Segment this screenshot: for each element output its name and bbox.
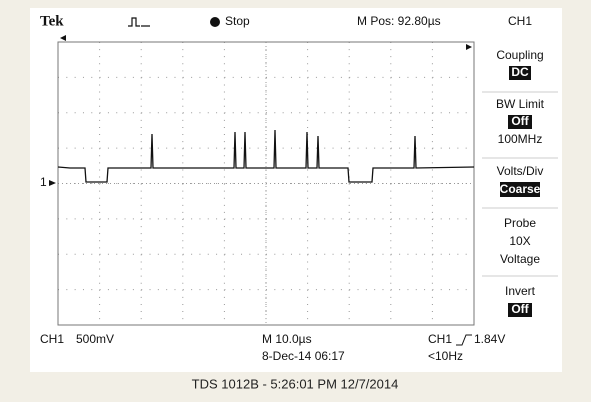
menu-label: Coupling	[496, 48, 543, 62]
menu-value: Off	[511, 114, 529, 128]
menu-title: CH1	[508, 14, 532, 28]
trigger-channel: CH1	[428, 332, 452, 346]
channel-marker: 1	[40, 175, 47, 189]
menu-note: Voltage	[500, 252, 540, 266]
trigger-level: 1.84V	[474, 332, 505, 346]
footer-channel: CH1	[40, 332, 64, 346]
page: {"header": {"brand": "Tek", "status": "S…	[0, 0, 591, 402]
menu-label: BW Limit	[496, 97, 545, 111]
stop-dot	[210, 17, 220, 27]
caption: TDS 1012B - 5:26:01 PM 12/7/2014	[192, 376, 399, 391]
menu-label: Probe	[504, 216, 536, 230]
menu-label: Invert	[505, 284, 536, 298]
frequency: <10Hz	[428, 349, 463, 363]
menu-value: Off	[511, 302, 529, 316]
menu-value: 10X	[509, 234, 530, 248]
status: Stop	[225, 14, 250, 28]
position: M Pos: 92.80µs	[357, 14, 441, 28]
brand: Tek	[40, 13, 64, 29]
date: 8-Dec-14 06:17	[262, 349, 345, 363]
timebase: M 10.0µs	[262, 332, 312, 346]
menu-label: Volts/Div	[497, 164, 544, 178]
footer-scale: 500mV	[76, 332, 114, 346]
menu-value: DC	[511, 65, 529, 79]
menu-note: 100MHz	[498, 132, 543, 146]
screenshot: Tek Stop M Pos: 92.80µs 1 CH1 Coupling D…	[0, 0, 591, 397]
menu-value: Coarse	[500, 182, 541, 196]
screen	[30, 8, 562, 372]
